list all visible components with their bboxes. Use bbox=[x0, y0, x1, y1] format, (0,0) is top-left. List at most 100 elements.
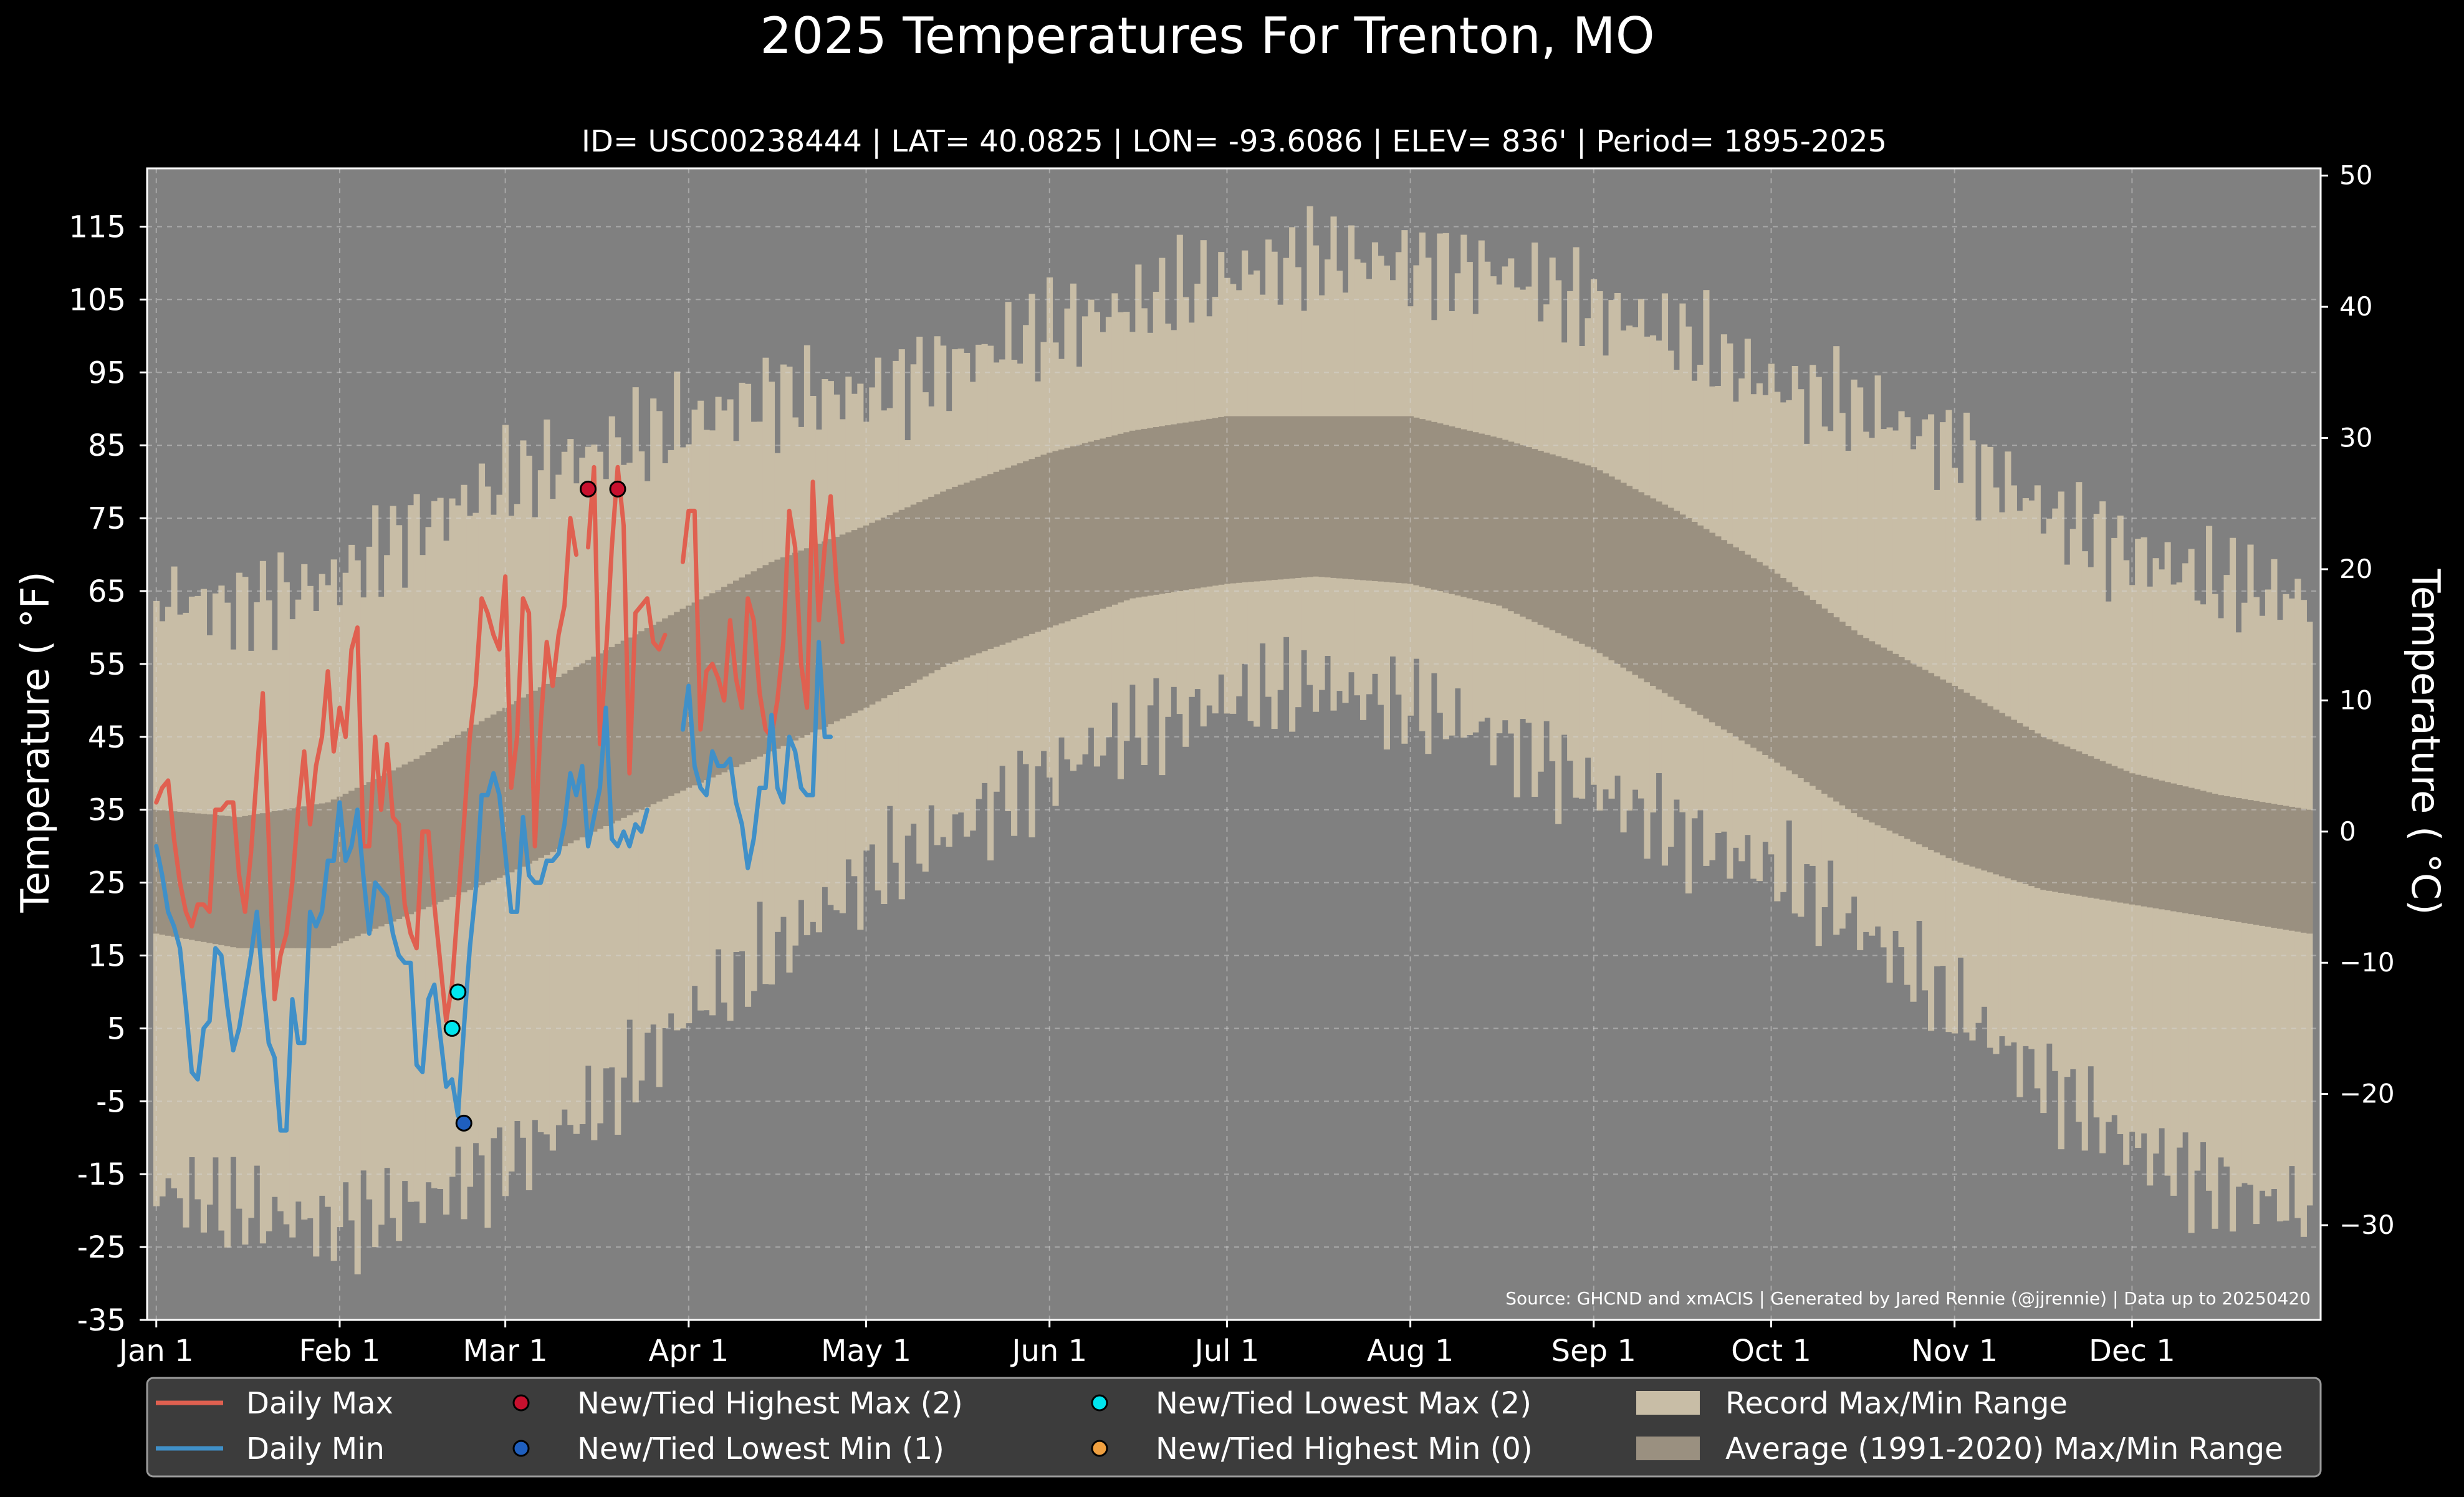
average-range-bar bbox=[514, 701, 520, 870]
y2-tick-label: −20 bbox=[2339, 1079, 2395, 1109]
average-range-bar bbox=[1330, 416, 1337, 578]
average-range-bar bbox=[408, 761, 415, 915]
average-range-bar bbox=[502, 708, 509, 875]
average-range-bar bbox=[1371, 416, 1379, 581]
average-range-bar bbox=[2188, 787, 2195, 915]
average-range-bar bbox=[1862, 638, 1869, 820]
average-range-bar bbox=[1810, 600, 1816, 786]
x-tick-label: Mar 1 bbox=[463, 1334, 547, 1369]
average-range-bar bbox=[1715, 536, 1722, 726]
average-range-bar bbox=[490, 715, 497, 880]
average-range-bar bbox=[2176, 785, 2183, 913]
average-range-bar bbox=[1851, 630, 1858, 814]
average-range-bar bbox=[2099, 761, 2106, 900]
legend-dot-swatch bbox=[1091, 1440, 1108, 1457]
average-range-bar bbox=[1271, 416, 1278, 580]
average-range-bar bbox=[709, 593, 716, 777]
average-range-bar bbox=[1786, 582, 1793, 771]
average-range-bar bbox=[390, 770, 396, 922]
average-range-bar bbox=[615, 643, 621, 821]
average-range-bar bbox=[2288, 807, 2295, 931]
average-range-bar bbox=[1425, 420, 1432, 589]
record-point bbox=[449, 983, 467, 1001]
average-range-bar bbox=[153, 809, 160, 934]
average-range-bar bbox=[1644, 495, 1651, 683]
average-range-bar bbox=[313, 804, 320, 948]
average-range-bar bbox=[1188, 421, 1195, 590]
average-range-bar bbox=[1176, 423, 1183, 591]
average-range-bar bbox=[354, 787, 361, 936]
average-range-bar bbox=[1153, 427, 1159, 595]
x-tick-label: Apr 1 bbox=[648, 1334, 729, 1369]
average-range-bar bbox=[2022, 726, 2029, 884]
average-range-bar bbox=[1064, 448, 1071, 622]
average-range-bar bbox=[2046, 739, 2053, 891]
average-range-bar bbox=[1218, 416, 1225, 585]
average-range-bar bbox=[1957, 689, 1964, 863]
average-range-bar bbox=[1277, 416, 1284, 580]
average-range-bar bbox=[792, 552, 799, 741]
x-tick-label: Aug 1 bbox=[1367, 1334, 1454, 1369]
average-range-bar bbox=[579, 663, 586, 838]
y2-tick-label: 30 bbox=[2339, 423, 2372, 453]
average-range-bar bbox=[1419, 419, 1426, 587]
average-range-bar bbox=[1129, 430, 1136, 599]
y-tick-label: -5 bbox=[96, 1084, 126, 1119]
average-range-bar bbox=[2229, 797, 2236, 922]
average-range-bar bbox=[1969, 696, 1976, 867]
average-range-bar bbox=[608, 647, 615, 824]
average-range-bar bbox=[1105, 436, 1112, 607]
average-range-bar bbox=[981, 476, 988, 652]
average-range-bar bbox=[1366, 416, 1373, 581]
average-range-bar bbox=[342, 794, 349, 941]
average-range-bar bbox=[1975, 699, 1982, 869]
average-range-bar bbox=[898, 509, 905, 689]
average-range-bar bbox=[934, 494, 941, 670]
average-range-bar bbox=[1023, 461, 1030, 637]
average-range-bar bbox=[1691, 522, 1698, 711]
average-range-bar bbox=[319, 803, 325, 948]
average-range-bar bbox=[1454, 428, 1461, 596]
average-range-bar bbox=[2212, 794, 2218, 918]
average-range-bar bbox=[1874, 644, 1881, 826]
record-point bbox=[609, 480, 626, 498]
daily-max-line bbox=[154, 516, 578, 1024]
average-range-bar bbox=[833, 537, 840, 721]
average-range-bar bbox=[969, 480, 976, 656]
average-range-bar bbox=[537, 687, 544, 858]
average-range-bar bbox=[1608, 476, 1615, 661]
average-range-bar bbox=[1046, 452, 1053, 628]
y-tick-label: -35 bbox=[77, 1303, 126, 1338]
y2-tick-label: 20 bbox=[2339, 554, 2372, 584]
legend-patch-swatch bbox=[1636, 1391, 1700, 1415]
average-range-bar bbox=[1591, 467, 1598, 650]
average-range-bar bbox=[330, 799, 337, 946]
average-range-bar bbox=[242, 816, 249, 948]
average-range-bar bbox=[525, 694, 532, 864]
average-range-bar bbox=[200, 814, 208, 942]
average-range-bar bbox=[1182, 422, 1189, 590]
average-range-bar bbox=[1922, 670, 1929, 847]
average-range-bar bbox=[910, 504, 917, 683]
average-range-bar bbox=[999, 469, 1006, 645]
average-range-bar bbox=[1520, 445, 1527, 617]
average-range-bar bbox=[183, 812, 189, 939]
average-range-bar bbox=[863, 525, 870, 708]
average-range-bar bbox=[295, 807, 302, 948]
average-range-bar bbox=[827, 539, 834, 724]
average-range-bar bbox=[928, 496, 935, 673]
average-range-bar bbox=[2206, 792, 2213, 917]
average-range-bar bbox=[1301, 416, 1308, 578]
average-range-bar bbox=[1780, 578, 1786, 767]
y2-tick-label: −10 bbox=[2339, 947, 2395, 978]
average-range-bar bbox=[555, 677, 562, 849]
average-range-bar bbox=[247, 815, 254, 948]
average-range-bar bbox=[691, 602, 698, 786]
average-range-bar bbox=[1649, 498, 1657, 686]
average-range-bar bbox=[875, 520, 881, 702]
average-range-bar bbox=[1939, 679, 1947, 855]
y-tick-label: 5 bbox=[107, 1011, 126, 1046]
average-range-bar bbox=[668, 615, 674, 796]
average-range-bar bbox=[2135, 774, 2142, 906]
average-range-bar bbox=[957, 484, 964, 660]
